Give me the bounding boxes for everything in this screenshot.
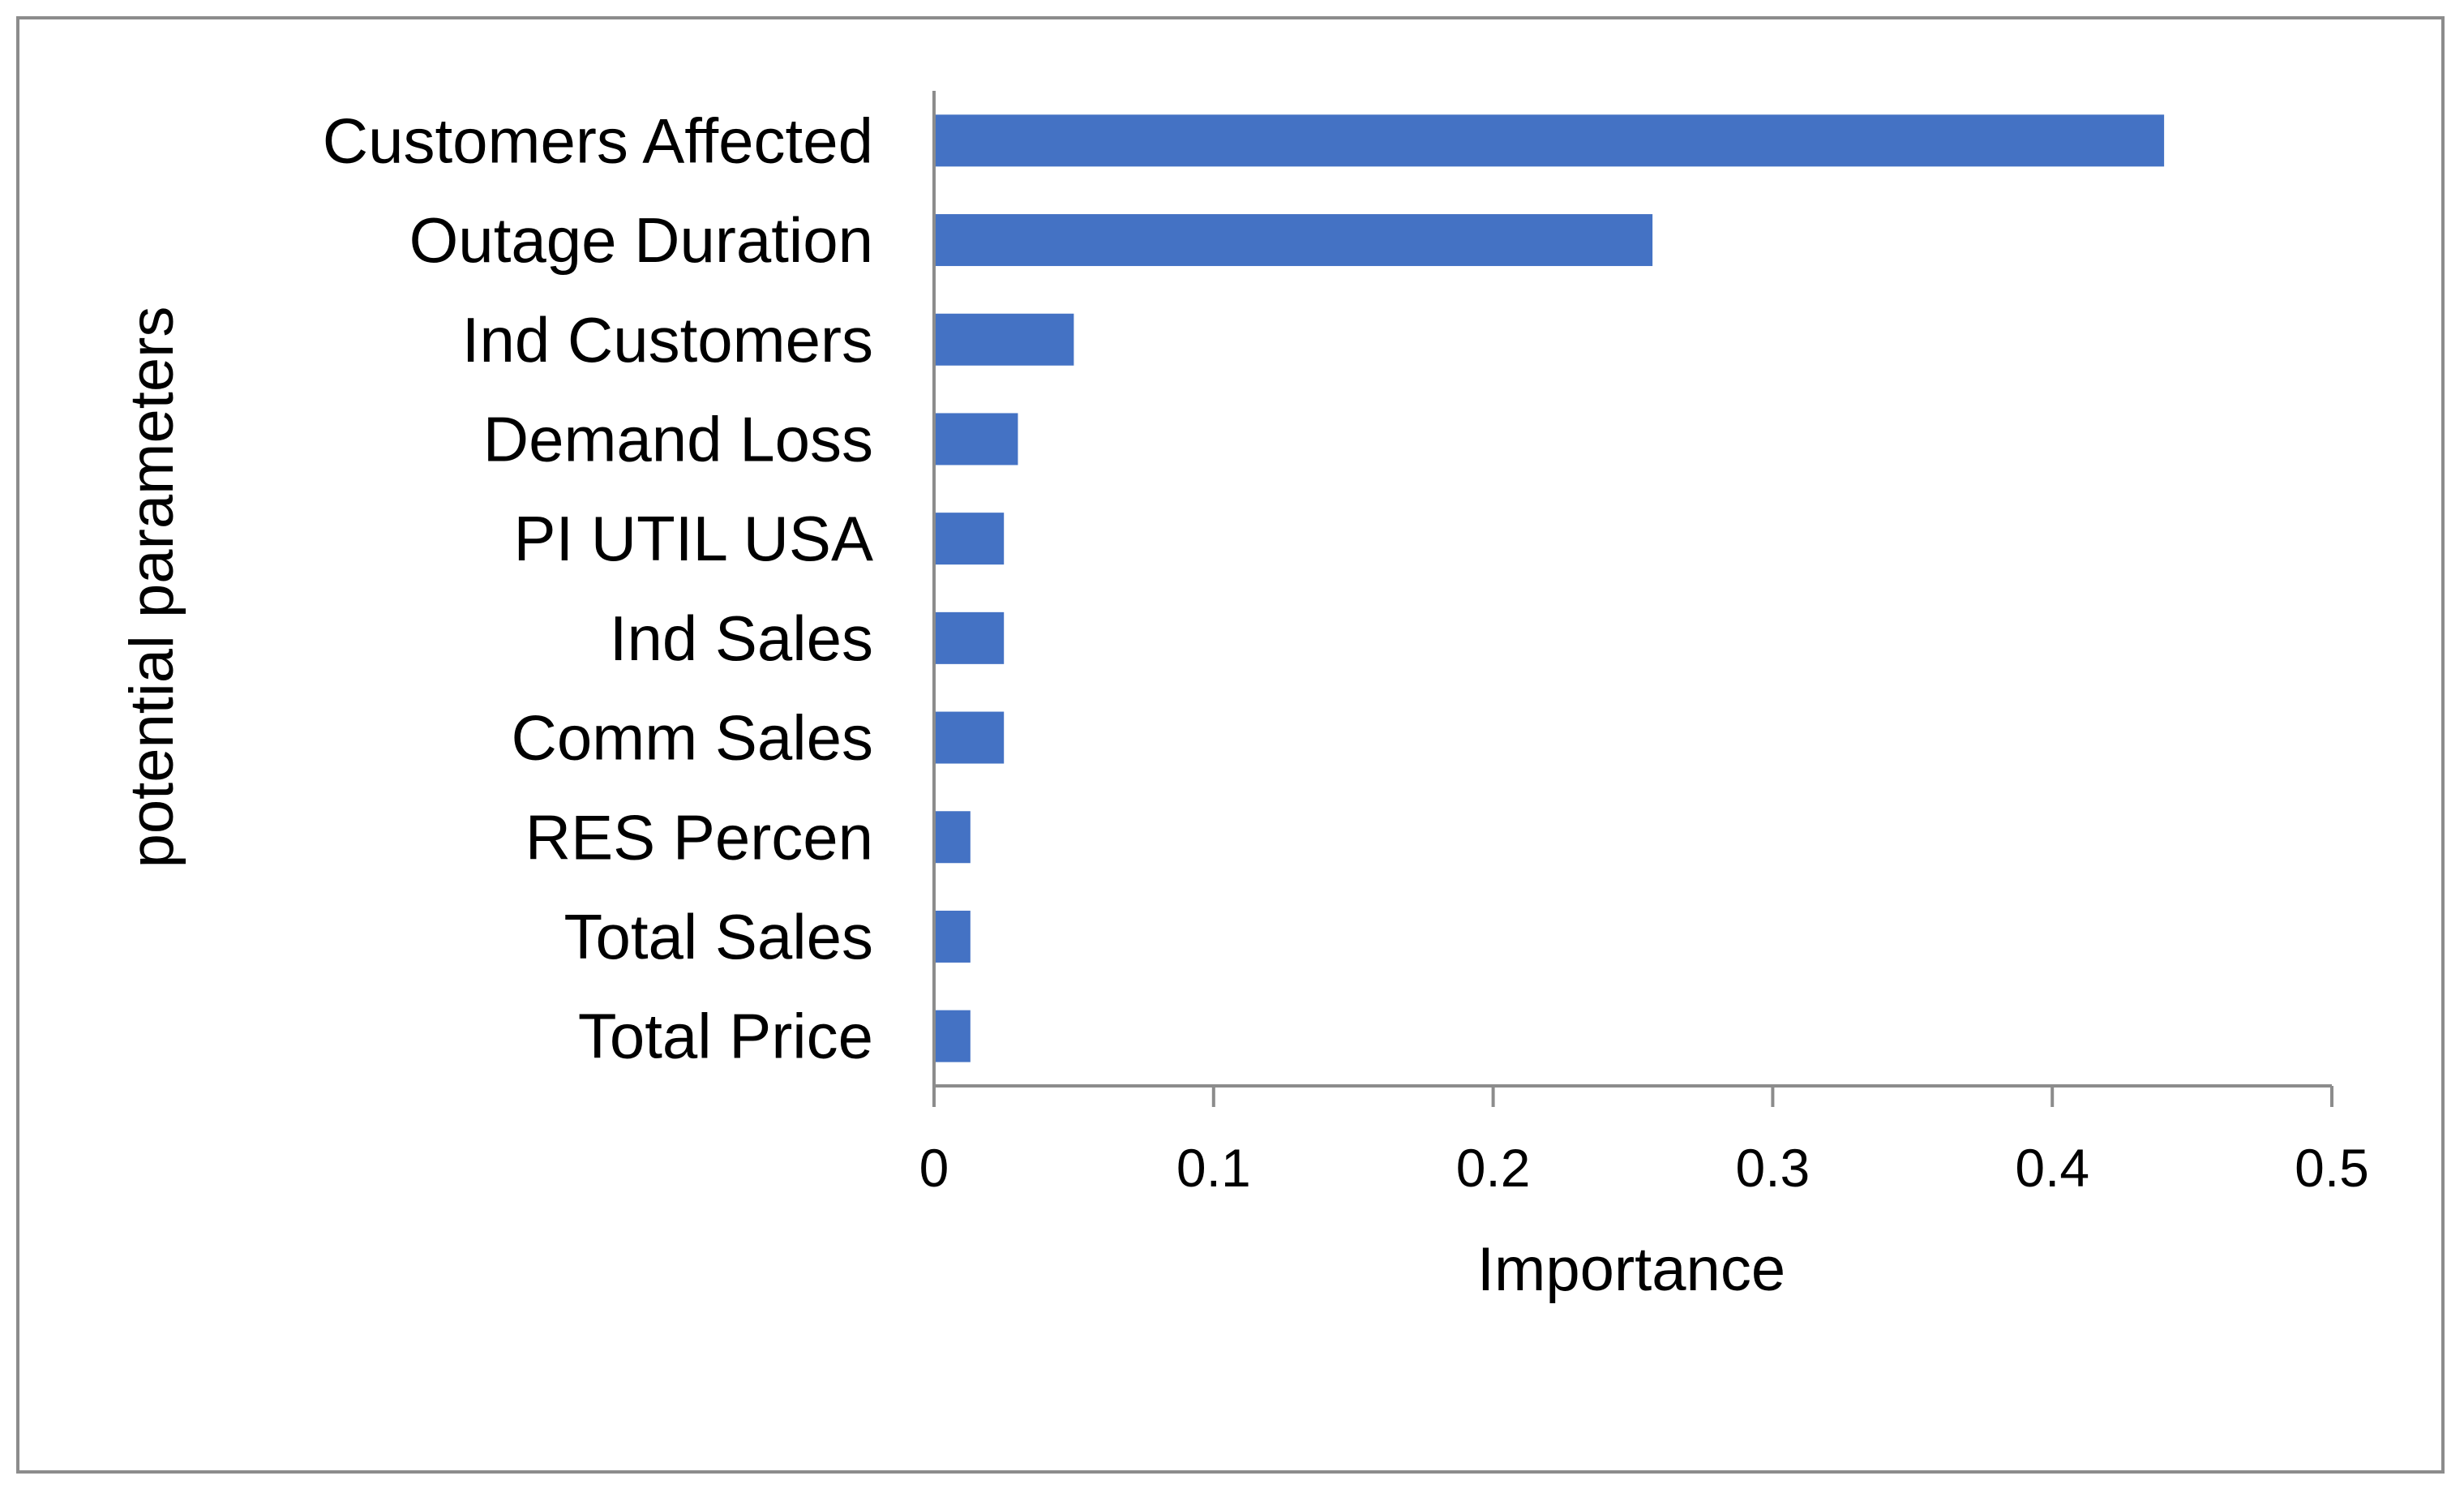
bar-comm-sales bbox=[934, 711, 1005, 764]
category-label-res-percen: RES Percen bbox=[525, 801, 873, 873]
x-tick-label-4: 0.4 bbox=[2015, 1138, 2089, 1198]
category-label-ind-sales: Ind Sales bbox=[610, 603, 873, 674]
bar-res-percen bbox=[934, 811, 971, 864]
axes-group bbox=[932, 91, 2333, 1107]
bar-total-price bbox=[934, 1010, 971, 1062]
bar-pi-util-usa bbox=[934, 513, 1005, 565]
category-label-total-sales: Total Sales bbox=[564, 901, 873, 972]
category-label-pi-util-usa: PI UTIL USA bbox=[513, 503, 873, 574]
tick-labels: 0 0.1 0.2 0.3 0.4 0.5 bbox=[919, 1138, 2369, 1198]
x-axis-title: Importance bbox=[1477, 1235, 1785, 1304]
category-label-ind-customers: Ind Customers bbox=[462, 304, 873, 375]
category-label-demand-loss: Demand Loss bbox=[483, 403, 873, 474]
category-label-outage-duration: Outage Duration bbox=[409, 204, 873, 276]
category-label-total-price: Total Price bbox=[578, 1001, 873, 1072]
x-tick-label-1: 0.1 bbox=[1176, 1138, 1251, 1198]
bar-total-sales bbox=[934, 910, 971, 963]
bar-outage-duration bbox=[934, 214, 1653, 267]
bar-ind-customers bbox=[934, 313, 1074, 366]
bar-demand-loss bbox=[934, 413, 1018, 465]
bar-group bbox=[934, 114, 2165, 1062]
category-label-comm-sales: Comm Sales bbox=[512, 702, 873, 774]
x-tick-label-5: 0.5 bbox=[2295, 1138, 2369, 1198]
x-tick-label-2: 0.2 bbox=[1456, 1138, 1531, 1198]
category-labels: Customers Affected Outage Duration Ind Cus… bbox=[323, 105, 873, 1071]
bar-customers-affected bbox=[934, 114, 2165, 167]
category-label-customers-affected: Customers Affected bbox=[323, 105, 873, 176]
x-tick-label-3: 0.3 bbox=[1736, 1138, 1811, 1198]
bar-ind-sales bbox=[934, 611, 1005, 664]
x-tick-label-0: 0 bbox=[919, 1138, 949, 1198]
y-axis-title: potential parameters bbox=[118, 307, 186, 869]
